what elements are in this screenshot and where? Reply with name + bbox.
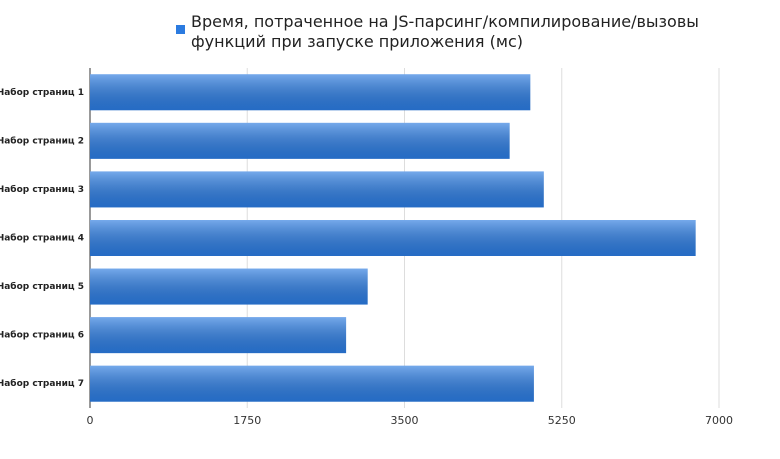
y-tick-label: Набор страниц 7: [0, 378, 84, 389]
x-tick-label: 3500: [391, 414, 419, 427]
y-tick-label: Набор страниц 2: [0, 135, 84, 146]
x-tick-label: 5250: [548, 414, 576, 427]
y-tick-label: Набор страниц 1: [0, 87, 84, 98]
y-tick-label: Набор страниц 4: [0, 233, 84, 244]
bar-shine: [90, 220, 696, 256]
bar-shine: [90, 171, 544, 208]
bar-shine: [90, 74, 531, 111]
bar-shine: [90, 317, 347, 354]
bar-shine: [90, 122, 510, 159]
y-tick-label: Набор страниц 6: [0, 330, 84, 341]
y-tick-label: Набор страниц 5: [0, 281, 84, 292]
x-tick-label: 0: [87, 414, 94, 427]
legend-label: Время, потраченное на JS-парсинг/компили…: [191, 12, 699, 51]
bar-shine: [90, 268, 368, 305]
bar-shine: [90, 365, 534, 402]
x-tick-label: 1750: [233, 414, 261, 427]
legend-swatch: [176, 25, 185, 34]
y-tick-label: Набор страниц 3: [0, 184, 84, 195]
x-tick-label: 7000: [705, 414, 733, 427]
